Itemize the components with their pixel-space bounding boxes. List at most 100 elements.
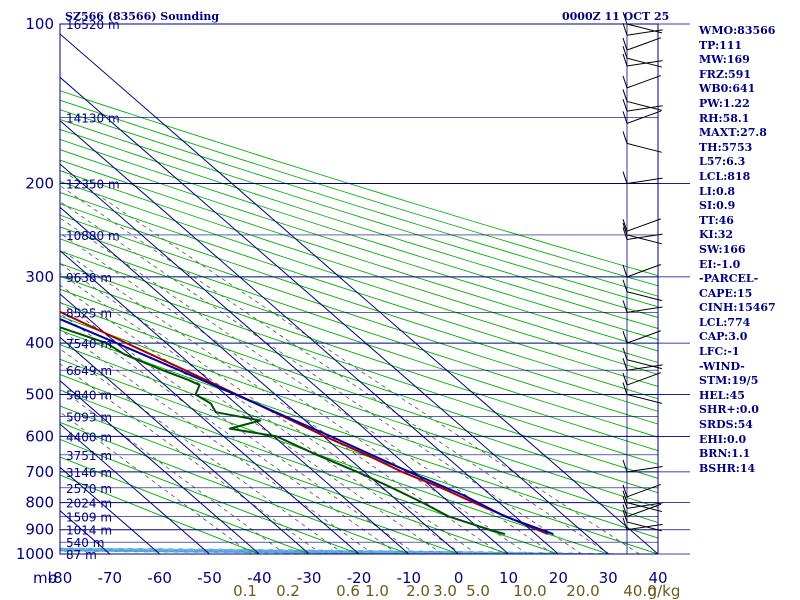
wind-barb-shaft xyxy=(626,364,663,371)
wind-barb-shaft xyxy=(626,233,663,240)
isotherm-line xyxy=(60,380,260,554)
index-entry: SW:166 xyxy=(699,242,746,256)
index-entry: SI:0.9 xyxy=(699,199,736,213)
wind-barb-feather xyxy=(622,23,628,36)
dry-adiabat-line xyxy=(60,159,658,352)
index-entry: L57:6.3 xyxy=(699,155,746,169)
dry-adiabat-line xyxy=(60,192,658,387)
index-entry: BRN:1.1 xyxy=(699,447,751,461)
dry-adiabat-line xyxy=(60,109,658,297)
index-entry: TH:5753 xyxy=(699,140,753,154)
wind-barb xyxy=(622,98,663,112)
wind-barb xyxy=(622,227,663,240)
wind-barb xyxy=(622,300,663,313)
index-entry: LFC:-1 xyxy=(699,345,740,359)
index-entry: STM:19/5 xyxy=(699,374,759,388)
index-entry: FRZ:591 xyxy=(699,67,752,81)
index-entry: BSHR:14 xyxy=(699,461,756,475)
index-entry: HEL:45 xyxy=(699,388,745,402)
height-label: 5093 m xyxy=(66,410,112,424)
wind-barb-shaft xyxy=(626,359,663,370)
height-label: 3751 m xyxy=(66,449,112,463)
height-label: 10880 m xyxy=(66,229,120,243)
temperature-tick-label: 10 xyxy=(499,569,518,587)
height-label: 12350 m xyxy=(66,178,120,192)
wind-barb xyxy=(622,110,661,124)
parcel-profile-line xyxy=(60,318,554,536)
index-entry: CAP:3.0 xyxy=(699,330,748,344)
index-entry: TP:111 xyxy=(699,38,743,52)
index-entry: -PARCEL- xyxy=(699,272,759,286)
wind-barb xyxy=(622,131,663,153)
dry-adiabat-line xyxy=(60,288,658,494)
pressure-tick-label: 600 xyxy=(25,427,54,445)
index-entry: SHR+:0.0 xyxy=(699,403,759,417)
dry-adiabat-line xyxy=(60,138,658,329)
index-entry: MW:169 xyxy=(699,53,750,67)
height-label: 8525 m xyxy=(66,306,112,320)
height-label: 540 m xyxy=(66,536,104,550)
wind-barb-feather xyxy=(622,222,628,236)
wind-barb-feather xyxy=(622,509,628,523)
temperature-tick-label: -40 xyxy=(247,569,272,587)
wind-barb-feather xyxy=(622,37,628,51)
pressure-tick-label: 800 xyxy=(25,494,54,512)
temperature-tick-label: 0 xyxy=(454,569,464,587)
index-entry: RH:58.1 xyxy=(699,111,750,125)
dry-adiabat-line xyxy=(60,315,658,524)
isotherm-line xyxy=(60,33,658,554)
temperature-profile-line xyxy=(60,310,549,536)
plot-frame xyxy=(59,23,659,555)
mixing-ratio-label: 3.0 xyxy=(433,582,457,600)
height-label: 3146 m xyxy=(66,466,112,480)
wind-barb-shaft xyxy=(626,521,663,532)
moist-adiabat-line xyxy=(60,547,609,554)
wind-barb-shaft xyxy=(626,57,663,68)
wind-barb-shaft xyxy=(626,466,663,473)
pressure-tick-label: 1000 xyxy=(16,545,54,563)
isotherm-line xyxy=(60,206,459,554)
wind-barb xyxy=(622,279,663,302)
stability-indices-list: WMO:83566 TP:111 MW:169 FRZ:591 WB0:641 PW:1.… xyxy=(699,24,776,476)
wind-barb-feather xyxy=(622,171,628,184)
dry-adiabat-line xyxy=(60,149,658,341)
moist-adiabat-line xyxy=(60,547,634,554)
temperature-tick-label: -10 xyxy=(397,569,422,587)
moist-adiabat-line xyxy=(60,549,484,554)
wind-barb xyxy=(622,483,661,498)
isotherm-line xyxy=(60,120,559,554)
dry-adiabat-line xyxy=(60,99,658,287)
isotherm-line xyxy=(0,24,10,554)
wind-barb xyxy=(622,509,663,532)
wind-barb-shaft xyxy=(626,177,663,185)
isotherm-line xyxy=(60,423,210,554)
wind-barb-feather xyxy=(622,219,628,232)
mixing-ratio-label: 20.0 xyxy=(566,582,599,600)
dry-adiabat-line xyxy=(60,170,658,364)
wind-barb xyxy=(622,222,663,245)
height-label: 1509 m xyxy=(66,511,112,525)
temperature-tick-label: -20 xyxy=(347,569,372,587)
wind-barb xyxy=(622,330,661,344)
dry-adiabat-line xyxy=(60,238,658,438)
wind-barb-feather xyxy=(622,46,628,59)
wind-barb xyxy=(622,37,661,51)
mixing-ratio-label: 0.6 xyxy=(336,582,360,600)
dry-adiabat-line xyxy=(60,214,658,412)
y-unit-label: mb xyxy=(33,569,57,587)
wind-barb-shaft xyxy=(626,23,663,34)
index-entry: TT:46 xyxy=(699,213,734,227)
pressure-tick-label: 700 xyxy=(25,463,54,481)
wind-barb-shaft xyxy=(626,503,661,518)
dry-adiabat-line xyxy=(60,90,658,277)
isotherm-line xyxy=(60,163,509,554)
height-label: 87 m xyxy=(66,548,97,562)
wind-barb xyxy=(622,347,663,370)
wind-barb-shaft xyxy=(626,75,661,89)
height-label: 2570 m xyxy=(66,482,112,496)
index-entry: LCL:774 xyxy=(699,315,751,329)
wind-barb-shaft xyxy=(626,291,663,302)
wind-barb-feather xyxy=(622,347,628,360)
wind-barb xyxy=(622,11,663,34)
mixing-ratio-label: 10.0 xyxy=(513,582,546,600)
